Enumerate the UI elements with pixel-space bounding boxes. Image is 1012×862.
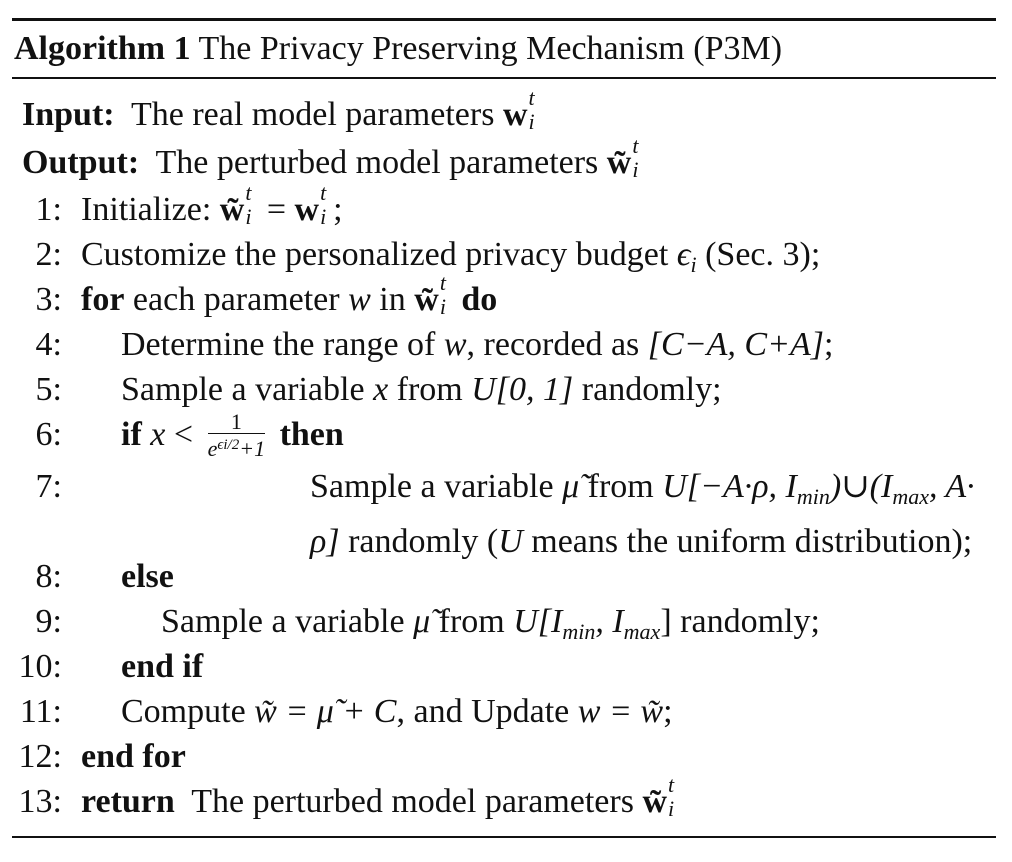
algorithm-label: Algorithm 1: [14, 30, 191, 67]
step-content: Compute w̃ = μ̃ + C, and Update w = w̃;: [121, 693, 673, 730]
step-content: Sample a variable μ̃ from U[Imin, Imax] …: [161, 603, 820, 644]
line-number: 10:: [18, 648, 62, 685]
algorithm-step: 12: end for: [12, 734, 996, 779]
step-content: Initialize: w̃ t i = w t i;: [81, 180, 343, 229]
fraction: 1 eϵi/2+1: [207, 408, 266, 461]
algorithm-step: 1: Initialize: w̃ t i = w t i;: [12, 180, 996, 232]
algorithm-step: 6: if x < 1 eϵi/2+1 then: [12, 408, 996, 464]
line-number: 7:: [35, 468, 62, 505]
line-number: 3:: [35, 281, 62, 318]
algorithm-box: Algorithm 1 The Privacy Preserving Mecha…: [12, 18, 996, 838]
step-content: Determine the range of w, recorded as [C…: [121, 326, 834, 363]
input-label: Input:: [22, 96, 115, 133]
line-number: 5:: [35, 371, 62, 408]
line-number: 1:: [35, 191, 62, 228]
caption-rule: [12, 77, 996, 79]
algorithm-step: 9: Sample a variable μ̃ from U[Imin, Ima…: [12, 599, 996, 644]
line-number: 8:: [35, 558, 62, 595]
output-text: The perturbed model parameters: [155, 144, 599, 181]
step-content: end if: [121, 648, 204, 685]
algorithm-title: The Privacy Preserving Mechanism (P3M): [198, 30, 783, 67]
line-number: 12:: [18, 738, 62, 775]
top-rule: [12, 18, 996, 21]
line-number: 11:: [19, 693, 62, 730]
output-line: Output: The perturbed model parameters w…: [12, 133, 996, 187]
algorithm-step: 5: Sample a variable x from U[0, 1] rand…: [12, 367, 996, 412]
line-number: 9:: [35, 603, 62, 640]
algorithm-step: 8: else: [12, 554, 996, 599]
step-content: if x < 1 eϵi/2+1 then: [121, 408, 344, 461]
input-symbol: w: [502, 96, 528, 133]
step-content: Sample a variable x from U[0, 1] randoml…: [121, 371, 722, 408]
algorithm-step: 3: for each parameter w in w̃ t i do: [12, 270, 996, 322]
line-number: 2:: [35, 236, 62, 273]
step-content: for each parameter w in w̃ t i do: [81, 270, 498, 319]
step-content: return The perturbed model parameters w̃…: [81, 772, 675, 821]
line-number: 4:: [35, 326, 62, 363]
output-symbol: w̃: [606, 144, 632, 181]
step-content: Sample a variable μ̃ from U[−A·ρ, Imin)∪…: [310, 468, 975, 560]
algorithm-step: 4: Determine the range of w, recorded as…: [12, 322, 996, 367]
bottom-rule: [12, 836, 996, 838]
algorithm-step: 10: end if: [12, 644, 996, 689]
step-content: else: [121, 558, 174, 595]
algorithm-step: 7: Sample a variable μ̃ from U[−A·ρ, Imi…: [12, 464, 996, 560]
step-content: Customize the personalized privacy budge…: [81, 236, 821, 277]
algorithm-step: 11: Compute w̃ = μ̃ + C, and Update w = …: [12, 689, 996, 734]
output-label: Output:: [22, 144, 140, 181]
algorithm-step: 2: Customize the personalized privacy bu…: [12, 232, 996, 277]
algorithm-caption: Algorithm 1 The Privacy Preserving Mecha…: [12, 21, 996, 77]
line-number: 6:: [35, 416, 62, 453]
algorithm-step: 13: return The perturbed model parameter…: [12, 772, 996, 824]
input-text: The real model parameters: [131, 96, 495, 133]
step-content: end for: [81, 738, 186, 775]
line-number: 13:: [18, 783, 62, 820]
